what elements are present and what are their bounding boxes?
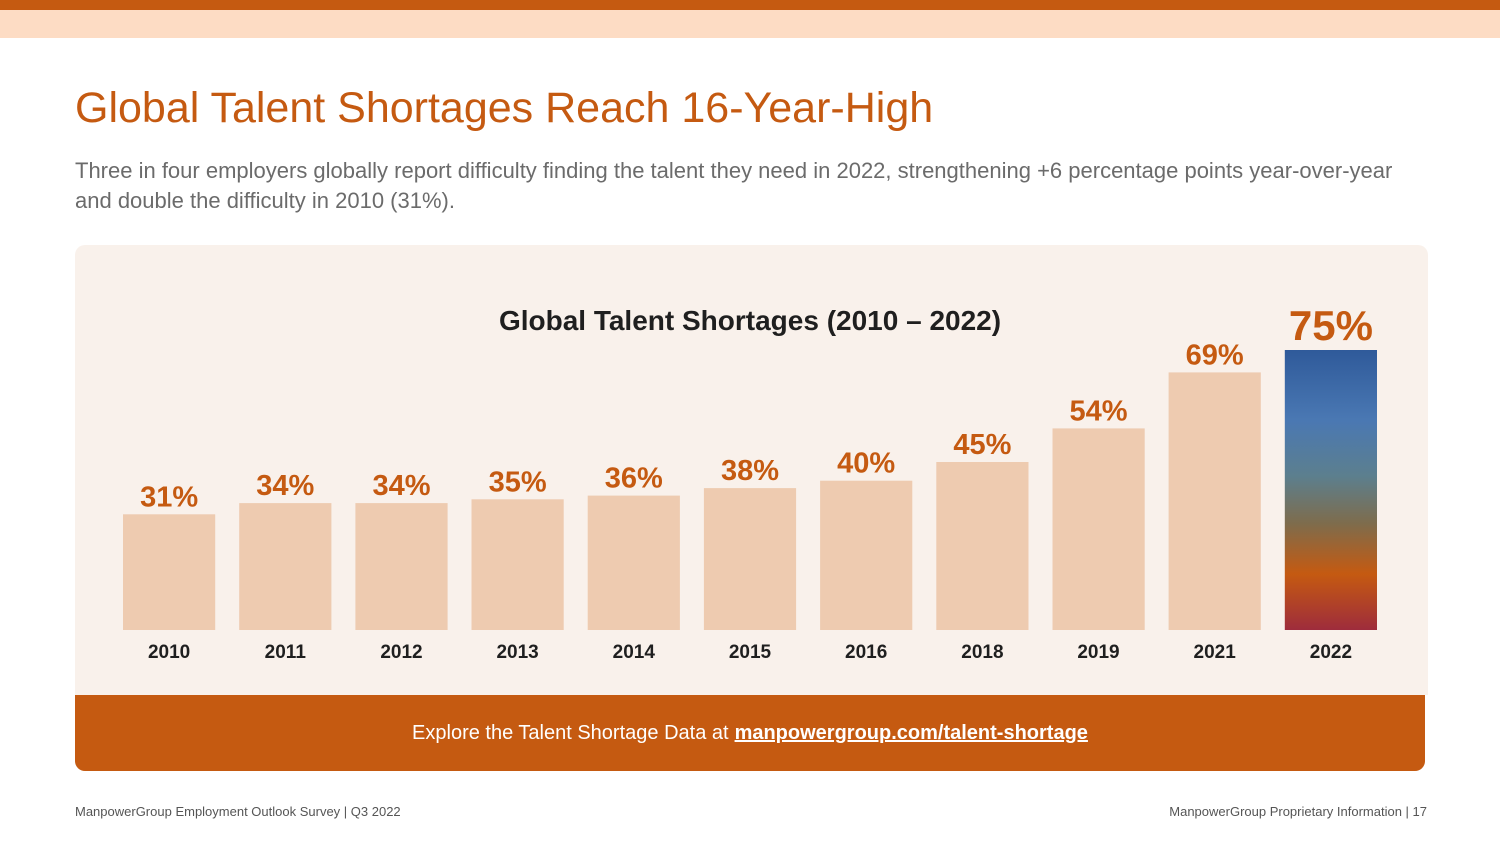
x-tick-2011: 2011 bbox=[265, 642, 307, 663]
cta-banner: Explore the Talent Shortage Data at manp… bbox=[75, 695, 1425, 771]
chart-title: Global Talent Shortages (2010 – 2022) bbox=[499, 305, 1001, 336]
x-tick-2015: 2015 bbox=[729, 642, 772, 663]
data-label-2013: 35% bbox=[489, 466, 547, 498]
x-tick-2013: 2013 bbox=[496, 642, 538, 663]
bar-2015 bbox=[703, 488, 797, 630]
bar-2010 bbox=[123, 514, 216, 630]
x-tick-2019: 2019 bbox=[1077, 642, 1119, 663]
bar-2019 bbox=[1052, 428, 1145, 630]
data-label-2015: 38% bbox=[721, 455, 779, 487]
data-label-2021: 69% bbox=[1186, 339, 1244, 371]
top-light-bar bbox=[0, 10, 1500, 38]
x-tick-2012: 2012 bbox=[380, 642, 422, 663]
data-label-2018: 45% bbox=[953, 429, 1011, 461]
x-tick-2016: 2016 bbox=[845, 642, 887, 663]
data-label-2010: 31% bbox=[140, 481, 198, 513]
bar-2021 bbox=[1168, 372, 1261, 630]
x-tick-2018: 2018 bbox=[961, 642, 1003, 663]
x-tick-2010: 2010 bbox=[148, 642, 190, 663]
top-accent-bar bbox=[0, 0, 1500, 10]
data-label-2019: 54% bbox=[1069, 395, 1127, 427]
bar-2011 bbox=[239, 503, 332, 630]
bar-2018 bbox=[936, 462, 1029, 630]
bar-chart: Global Talent Shortages (2010 – 2022) 31… bbox=[123, 302, 1377, 663]
page-title: Global Talent Shortages Reach 16-Year-Hi… bbox=[75, 84, 934, 132]
footer-survey-info: ManpowerGroup Employment Outlook Survey … bbox=[75, 804, 401, 819]
data-label-2022: 75% bbox=[1289, 302, 1373, 349]
data-label-2012: 34% bbox=[372, 470, 430, 502]
data-label-2011: 34% bbox=[256, 470, 314, 502]
x-tick-2014: 2014 bbox=[613, 642, 656, 663]
x-tick-2021: 2021 bbox=[1194, 642, 1237, 663]
bar-2012 bbox=[355, 503, 448, 630]
x-tick-2022: 2022 bbox=[1310, 642, 1352, 663]
bar-2022 bbox=[1284, 350, 1377, 630]
data-label-2014: 36% bbox=[605, 463, 663, 495]
talent-shortage-link[interactable]: manpowergroup.com/talent-shortage bbox=[734, 721, 1088, 744]
bar-2013 bbox=[471, 499, 564, 630]
data-label-2016: 40% bbox=[837, 448, 895, 480]
bar-2014 bbox=[587, 495, 680, 630]
bar-2016 bbox=[820, 480, 913, 630]
footer-page-info: ManpowerGroup Proprietary Information | … bbox=[1169, 804, 1427, 819]
page-subtitle: Three in four employers globally report … bbox=[75, 158, 1393, 213]
cta-text: Explore the Talent Shortage Data at bbox=[412, 721, 729, 744]
